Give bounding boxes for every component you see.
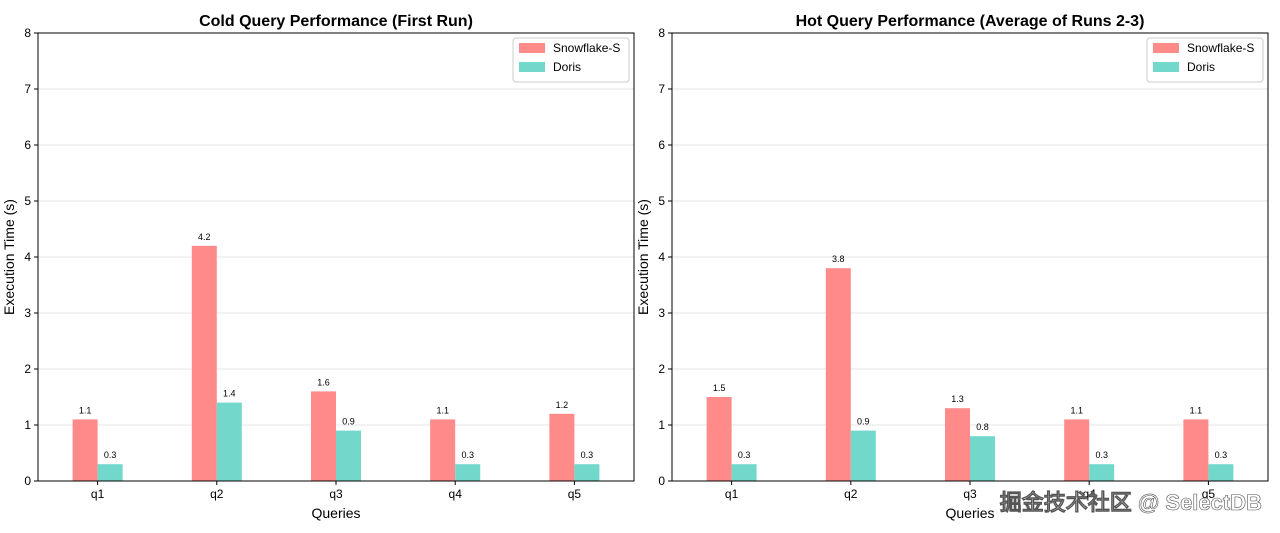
y-tick-label: 8 — [24, 26, 31, 40]
legend-label: Snowflake-S — [1187, 41, 1254, 55]
x-tick-label: q5 — [568, 487, 582, 501]
y-tick-label: 7 — [24, 82, 31, 96]
bar-doris-q5 — [574, 464, 600, 481]
x-axis-label: Queries — [945, 505, 994, 521]
cold-query-chart: 1.1 4.2 1.6 1.1 1.2 0.3 1.4 0.9 0.3 0.3 0 1 2 3 4 5 6 7 8 q… — [1, 13, 635, 521]
bar-value-label: 0.3 — [461, 450, 474, 460]
bar-value-label: 1.1 — [436, 405, 449, 415]
bar-value-label: 1.3 — [951, 394, 964, 404]
y-tick-label: 0 — [658, 474, 665, 488]
legend-label: Snowflake-S — [553, 41, 620, 55]
bar-doris-q3 — [970, 436, 995, 481]
y-axis-label: Execution Time (s) — [635, 199, 651, 315]
x-tick-label: q1 — [725, 487, 739, 501]
bar-doris-q1 — [731, 464, 757, 481]
bar-value-label: 1.2 — [556, 400, 569, 410]
bar-doris-q3 — [336, 430, 361, 481]
hot-query-chart: 1.5 3.8 1.3 1.1 1.1 0.3 0.9 0.8 0.3 0.3 0 1 2 3 4 5 6 7 8 q… — [635, 13, 1269, 521]
x-tick-label: q4 — [1083, 487, 1097, 501]
bar-snowflake-s-q2 — [191, 245, 217, 481]
bar-doris-q2 — [216, 402, 242, 481]
y-tick-label: 5 — [24, 194, 31, 208]
y-tick-label: 4 — [24, 250, 31, 264]
watermark-text: 掘金技术社区 @ SelectDB — [1000, 490, 1262, 515]
bar-snowflake-s-q2 — [825, 268, 851, 481]
bar-value-label: 0.9 — [857, 417, 870, 427]
bar-value-label: 1.1 — [1070, 405, 1083, 415]
legend-label: Doris — [553, 60, 581, 74]
bar-value-label: 0.3 — [738, 450, 751, 460]
bar-value-label: 1.1 — [1190, 405, 1203, 415]
y-tick-label: 8 — [658, 26, 665, 40]
legend-swatch-snowflake-s — [1153, 43, 1179, 53]
bar-value-label: 0.3 — [1095, 450, 1108, 460]
bar-snowflake-s-q5 — [549, 413, 575, 481]
y-tick-label: 7 — [658, 82, 665, 96]
legend-swatch-doris — [1153, 62, 1179, 72]
legend-swatch-doris — [519, 62, 545, 72]
bar-value-label: 1.6 — [317, 377, 330, 387]
bar-value-label: 1.1 — [79, 405, 92, 415]
y-tick-label: 1 — [24, 418, 31, 432]
legend-swatch-snowflake-s — [519, 43, 545, 53]
bar-doris-q5 — [1208, 464, 1234, 481]
bar-value-label: 0.8 — [976, 422, 989, 432]
y-tick-label: 5 — [658, 194, 665, 208]
y-tick-label: 6 — [24, 138, 31, 152]
y-tick-label: 2 — [24, 362, 31, 376]
x-tick-label: q1 — [91, 487, 105, 501]
bar-value-label: 4.2 — [198, 232, 211, 242]
y-tick-label: 1 — [658, 418, 665, 432]
y-tick-label: 4 — [658, 250, 665, 264]
bar-snowflake-s-q4 — [1064, 419, 1090, 481]
bar-value-label: 0.3 — [1215, 450, 1228, 460]
bar-value-label: 3.8 — [832, 254, 845, 264]
bar-doris-q4 — [455, 464, 481, 481]
bar-doris-q4 — [1089, 464, 1115, 481]
bar-value-label: 0.3 — [581, 450, 594, 460]
x-tick-label: q3 — [329, 487, 343, 501]
x-axis-label: Queries — [311, 505, 360, 521]
bar-snowflake-s-q1 — [706, 397, 732, 481]
legend-label: Doris — [1187, 60, 1215, 74]
x-tick-label: q4 — [449, 487, 463, 501]
bar-snowflake-s-q3 — [945, 408, 970, 481]
x-tick-label: q2 — [844, 487, 858, 501]
bar-snowflake-s-q4 — [430, 419, 456, 481]
x-tick-label: q2 — [210, 487, 224, 501]
bar-value-label: 1.4 — [223, 389, 236, 399]
x-tick-label: q5 — [1202, 487, 1216, 501]
bar-doris-q2 — [850, 430, 876, 481]
bar-value-label: 0.9 — [342, 417, 355, 427]
bar-value-label: 1.5 — [713, 383, 726, 393]
y-tick-label: 0 — [24, 474, 31, 488]
bar-snowflake-s-q5 — [1183, 419, 1209, 481]
y-tick-label: 2 — [658, 362, 665, 376]
y-tick-label: 6 — [658, 138, 665, 152]
y-tick-label: 3 — [24, 306, 31, 320]
bar-snowflake-s-q3 — [311, 391, 336, 481]
bar-value-label: 0.3 — [104, 450, 117, 460]
chart-title: Cold Query Performance (First Run) — [199, 13, 473, 30]
y-axis-label: Execution Time (s) — [1, 199, 17, 315]
y-tick-label: 3 — [658, 306, 665, 320]
bar-doris-q1 — [97, 464, 123, 481]
bar-snowflake-s-q1 — [72, 419, 98, 481]
chart-title: Hot Query Performance (Average of Runs 2… — [796, 13, 1145, 30]
x-tick-label: q3 — [963, 487, 977, 501]
